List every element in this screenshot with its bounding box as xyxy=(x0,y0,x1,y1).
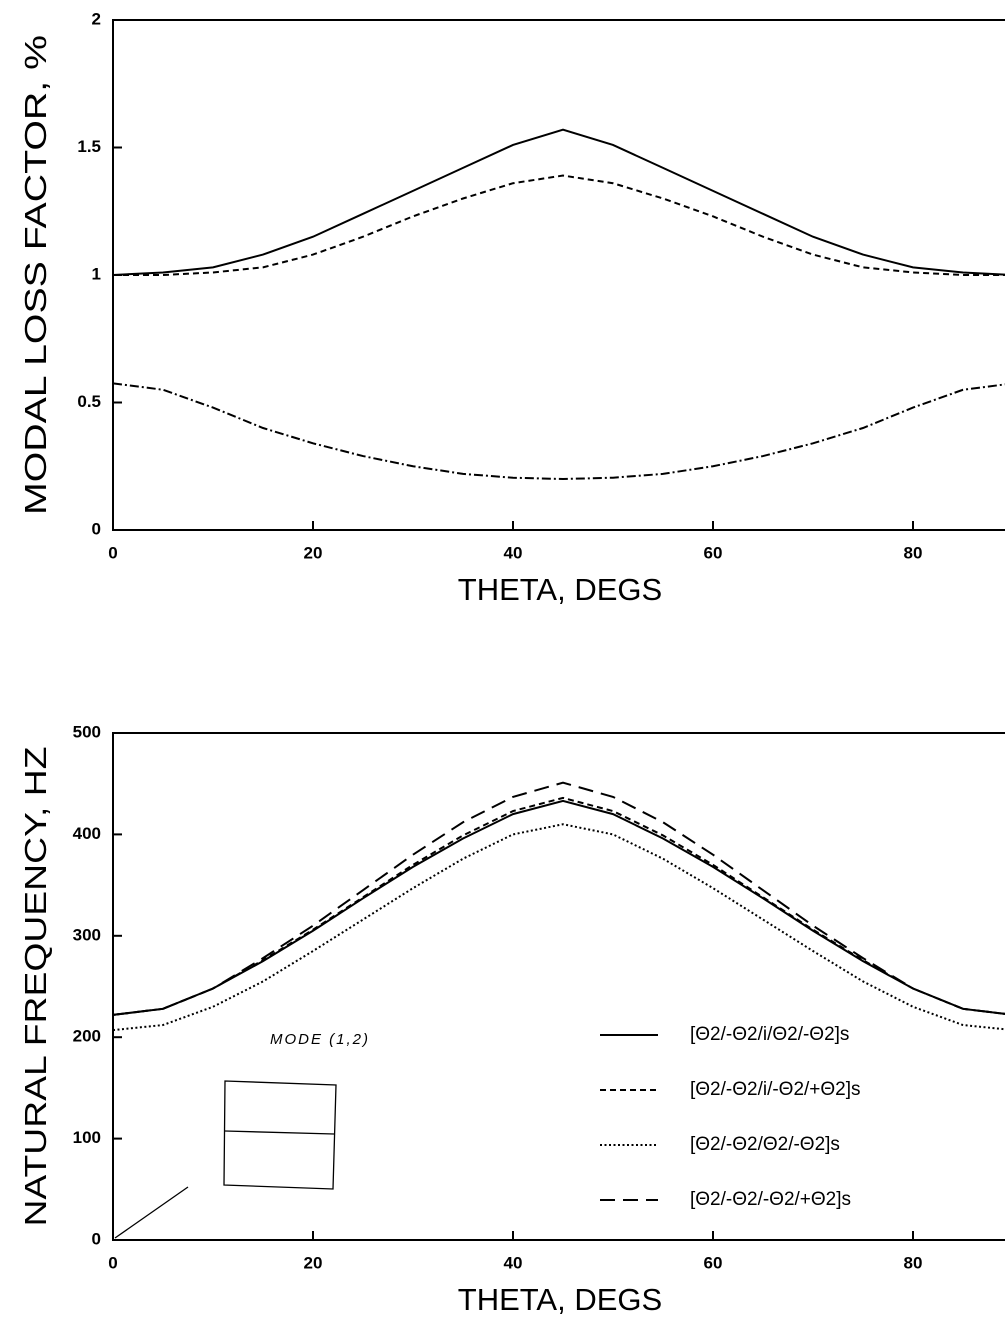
x-tick-label: 80 xyxy=(904,1253,923,1272)
y-tick-label: 300 xyxy=(73,925,101,944)
series-line xyxy=(113,796,1005,1016)
x-axis-title: THETA, DEGS xyxy=(458,572,662,607)
series-line xyxy=(113,174,1005,276)
x-axis-title: THETA, DEGS xyxy=(458,1282,662,1317)
series-line xyxy=(113,823,1005,1032)
x-tick-label: 80 xyxy=(904,543,923,562)
y-tick-label: 1 xyxy=(92,264,101,283)
y-axis-title: MODAL LOSS FACTOR, % xyxy=(18,35,53,515)
series-line xyxy=(113,128,1005,276)
y-tick-label: 1.5 xyxy=(77,137,101,156)
x-tick-label: 20 xyxy=(304,1253,323,1272)
mode-box xyxy=(223,1080,337,1190)
y-tick-label: 200 xyxy=(73,1027,101,1046)
plot-frame xyxy=(112,19,1005,531)
series-line xyxy=(113,799,1005,1016)
y-tick-label: 0 xyxy=(92,519,101,538)
series-line xyxy=(113,382,1005,481)
y-tick-label: 0.5 xyxy=(77,392,101,411)
x-tick-label: 0 xyxy=(108,543,117,562)
legend-label: [Θ2/-Θ2/Θ2/-Θ2]s xyxy=(690,1134,840,1155)
mode-node-line xyxy=(224,1130,335,1135)
arrow xyxy=(114,1186,189,1239)
legend-label: [Θ2/-Θ2/i/-Θ2/+Θ2]s xyxy=(690,1079,861,1100)
x-tick-label: 40 xyxy=(504,543,523,562)
y-tick-label: 500 xyxy=(73,722,101,741)
y-tick-label: 0 xyxy=(92,1229,101,1248)
x-tick-label: 60 xyxy=(704,1253,723,1272)
x-tick-label: 0 xyxy=(108,1253,117,1272)
plot-frame xyxy=(112,732,1005,1241)
y-tick-label: 100 xyxy=(73,1128,101,1147)
annotation: MODE (1,2) xyxy=(270,1031,370,1048)
y-tick-label: 2 xyxy=(92,9,101,28)
y-axis-title: NATURAL FREQUENCY, HZ xyxy=(18,747,53,1227)
x-tick-label: 20 xyxy=(304,543,323,562)
x-tick-label: 40 xyxy=(504,1253,523,1272)
series-line xyxy=(113,781,1005,1016)
x-tick-label: 60 xyxy=(704,543,723,562)
mode-sketch xyxy=(114,1080,337,1239)
y-tick-label: 400 xyxy=(73,824,101,843)
legend-label: [Θ2/-Θ2/-Θ2/+Θ2]s xyxy=(690,1189,851,1210)
legend-label: [Θ2/-Θ2/i/Θ2/-Θ2]s xyxy=(690,1024,849,1045)
